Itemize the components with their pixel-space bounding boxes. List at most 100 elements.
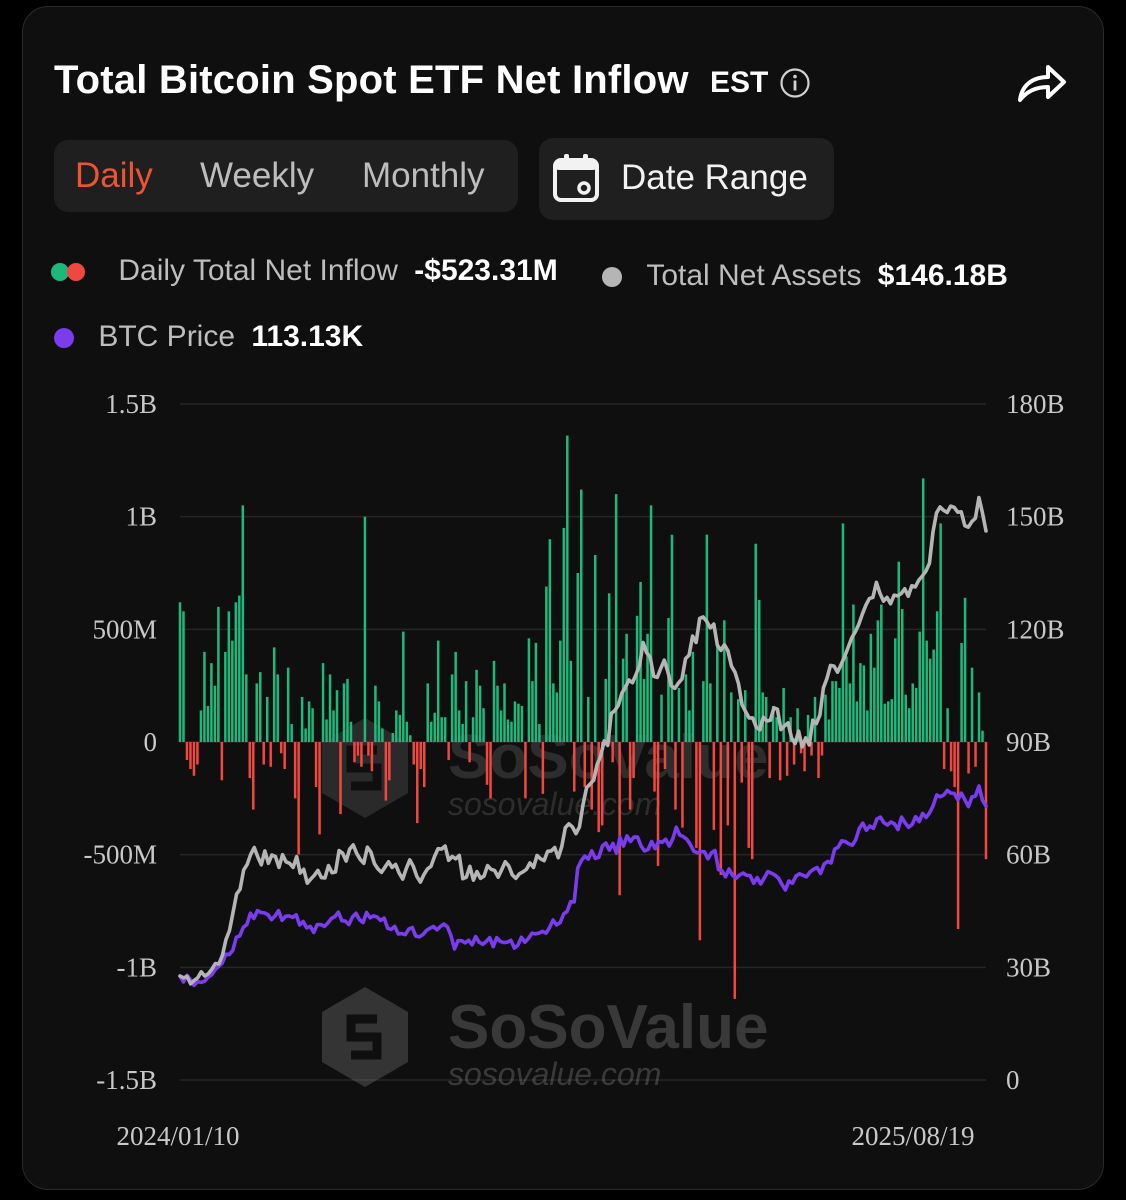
inflow-bar-positive[interactable] [880,604,883,742]
inflow-bar-positive[interactable] [300,696,304,742]
inflow-bar-negative[interactable] [367,742,370,756]
inflow-bar-positive[interactable] [265,696,269,742]
inflow-bar-positive[interactable] [272,647,276,742]
inflow-bar-negative[interactable] [583,742,586,788]
inflow-bar-positive[interactable] [559,640,562,742]
legend-assets[interactable]: Total Net Assets $146.18B [602,259,1008,293]
inflow-bar-positive[interactable] [199,710,203,742]
inflow-bar-positive[interactable] [918,631,921,742]
inflow-bar-positive[interactable] [377,701,381,742]
inflow-bar-positive[interactable] [238,595,241,742]
inflow-bar-positive[interactable] [478,685,482,742]
inflow-bar-negative[interactable] [967,742,970,774]
inflow-bar-positive[interactable] [342,683,346,742]
inflow-bar-positive[interactable] [852,604,855,742]
inflow-bar-positive[interactable] [363,516,367,742]
inflow-bar-positive[interactable] [730,692,733,742]
inflow-bar-positive[interactable] [642,678,646,742]
inflow-bar-negative[interactable] [318,742,321,835]
inflow-bar-negative[interactable] [384,742,388,801]
inflow-bar-positive[interactable] [873,667,876,742]
inflow-bar-positive[interactable] [178,602,182,742]
inflow-bar-positive[interactable] [649,505,653,742]
inflow-bar-positive[interactable] [932,649,935,742]
inflow-bar-positive[interactable] [569,660,573,742]
inflow-bar-positive[interactable] [901,609,904,742]
inflow-bar-positive[interactable] [845,656,848,742]
inflow-bar-negative[interactable] [388,742,391,781]
inflow-bar-positive[interactable] [702,681,705,742]
inflow-bar-negative[interactable] [283,742,286,770]
inflow-bar-negative[interactable] [447,742,450,761]
inflow-bar-positive[interactable] [646,633,649,742]
inflow-bar-negative[interactable] [785,742,789,776]
inflow-bar-negative[interactable] [942,742,946,770]
inflow-bar-negative[interactable] [339,742,342,815]
inflow-bar-positive[interactable] [538,723,541,742]
inflow-bar-negative[interactable] [416,742,419,824]
inflow-bar-negative[interactable] [817,742,820,779]
inflow-bar-negative[interactable] [185,742,189,761]
inflow-bar-negative[interactable] [747,742,750,848]
inflow-bar-negative[interactable] [656,742,660,866]
inflow-bar-positive[interactable] [255,683,259,742]
inflow-bar-negative[interactable] [370,742,374,772]
inflow-bar-positive[interactable] [806,714,810,742]
inflow-bar-positive[interactable] [471,717,475,742]
inflow-bar-positive[interactable] [566,435,569,742]
inflow-bar-positive[interactable] [217,606,220,742]
inflow-bar-positive[interactable] [960,642,963,742]
inflow-bar-positive[interactable] [405,721,409,742]
inflow-bar-positive[interactable] [928,658,932,742]
inflow-bar-negative[interactable] [356,742,360,756]
inflow-bar-positive[interactable] [210,663,213,742]
inflow-bar-positive[interactable] [461,723,464,742]
inflow-bar-negative[interactable] [653,742,656,792]
inflow-bar-positive[interactable] [914,687,918,742]
inflow-bar-positive[interactable] [506,719,510,742]
inflow-bar-positive[interactable] [977,692,981,742]
inflow-bar-negative[interactable] [740,742,744,783]
inflow-bar-positive[interactable] [398,714,402,742]
inflow-bar-positive[interactable] [705,534,709,742]
inflow-bar-positive[interactable] [593,554,597,742]
inflow-bar-positive[interactable] [925,640,928,742]
inflow-bar-positive[interactable] [534,642,538,742]
inflow-bar-positive[interactable] [723,620,726,742]
inflow-bar-positive[interactable] [743,690,747,742]
inflow-bar-positive[interactable] [862,665,866,742]
inflow-bar-positive[interactable] [349,721,353,742]
inflow-bar-positive[interactable] [709,683,712,742]
inflow-bar-positive[interactable] [855,701,859,742]
inflow-bar-negative[interactable] [419,742,423,770]
legend-price[interactable]: BTC Price 113.13K [54,320,363,354]
inflow-bar-positive[interactable] [311,708,314,742]
inflow-bar-positive[interactable] [963,597,967,742]
inflow-bar-positive[interactable] [224,651,227,742]
inflow-bar-negative[interactable] [778,742,782,781]
inflow-bar-negative[interactable] [248,742,252,779]
inflow-bar-negative[interactable] [297,742,300,855]
inflow-bar-positive[interactable] [203,651,206,742]
inflow-bar-positive[interactable] [241,505,245,742]
inflow-bar-positive[interactable] [876,620,880,742]
inflow-bar-positive[interactable] [897,561,901,742]
inflow-bar-positive[interactable] [454,651,457,742]
inflow-bar-positive[interactable] [782,687,785,742]
inflow-bar-positive[interactable] [503,683,506,742]
inflow-bar-negative[interactable] [600,742,604,826]
inflow-bar-negative[interactable] [590,742,593,810]
inflow-bar-negative[interactable] [192,742,196,776]
share-icon[interactable] [1016,60,1068,106]
inflow-bar-negative[interactable] [541,742,545,794]
inflow-bar-positive[interactable] [684,674,688,742]
inflow-bar-positive[interactable] [911,683,914,742]
inflow-bar-positive[interactable] [688,710,691,742]
inflow-bar-negative[interactable] [269,742,272,767]
inflow-bar-positive[interactable] [213,685,217,742]
inflow-bar-negative[interactable] [196,742,199,765]
inflow-bar-negative[interactable] [279,742,283,754]
inflow-bar-negative[interactable] [974,742,977,767]
inflow-bar-positive[interactable] [827,719,831,742]
inflow-bar-positive[interactable] [346,678,349,742]
